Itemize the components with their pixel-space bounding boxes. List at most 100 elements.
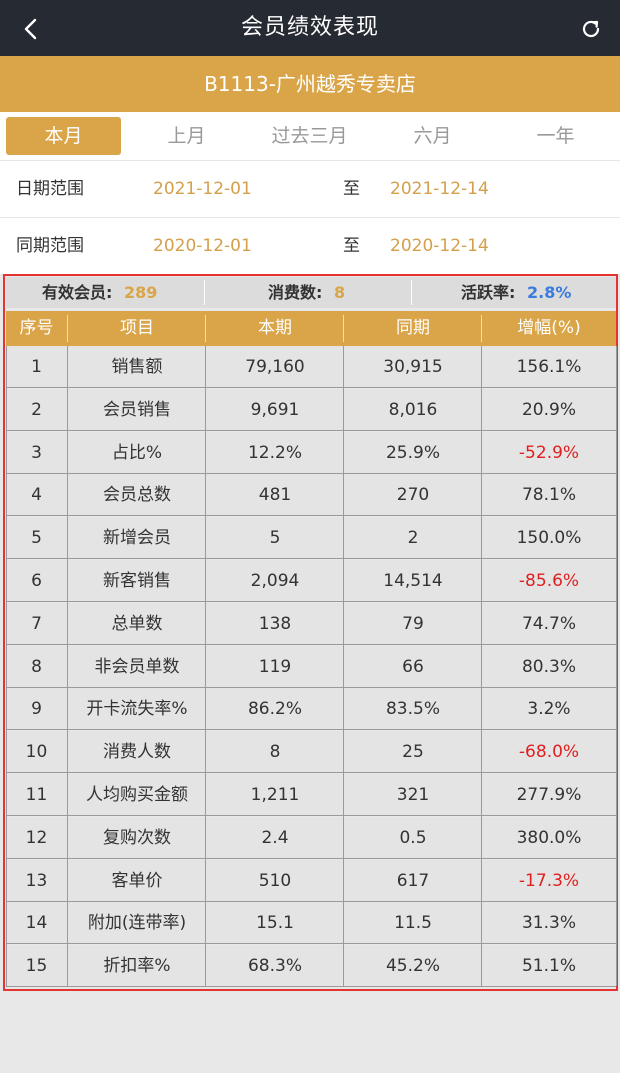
cell-item: 新增会员 xyxy=(103,528,171,549)
valid-members-label: 有效会员: xyxy=(42,283,113,302)
cell-growth: 277.9% xyxy=(516,785,582,805)
summary-divider xyxy=(411,280,412,305)
header-divider xyxy=(481,315,482,342)
cell-prior: 270 xyxy=(396,485,430,506)
cell-growth: 3.2% xyxy=(527,699,571,720)
cell-current: 119 xyxy=(258,656,292,677)
cell-no: 15 xyxy=(25,956,48,977)
cell-prior: 45.2% xyxy=(385,956,440,977)
cell-no: 10 xyxy=(25,742,48,763)
store-name: B1113-广州越秀专卖店 xyxy=(204,72,416,96)
cell-item: 人均购买金额 xyxy=(86,785,188,805)
cell-prior: 2 xyxy=(407,528,419,549)
same-period-start[interactable]: 2020-12-01 xyxy=(153,236,252,256)
date-range-row: 日期范围 2021-12-01 至 2021-12-14 xyxy=(0,161,620,217)
table-row: 9 开卡流失率% 86.2% 83.5% 3.2% xyxy=(6,688,616,731)
period-tabs: 本月 上月 过去三月 六月 一年 xyxy=(0,112,620,160)
cell-growth: 80.3% xyxy=(521,656,576,677)
table-row: 7 总单数 138 79 74.7% xyxy=(6,602,616,645)
same-period-label: 同期范围 xyxy=(16,236,84,256)
header-item: 项目 xyxy=(120,318,154,338)
cell-no: 2 xyxy=(31,399,42,420)
page-title: 会员绩效表现 xyxy=(240,15,379,40)
tab-six-months[interactable]: 六月 xyxy=(413,125,452,147)
cell-item: 消费人数 xyxy=(103,742,171,763)
cell-current: 8 xyxy=(269,742,281,763)
cell-prior: 14,514 xyxy=(383,571,443,591)
cell-current: 510 xyxy=(258,870,292,891)
cell-current: 79,160 xyxy=(245,357,305,377)
back-button[interactable] xyxy=(14,12,48,46)
tab-one-year[interactable]: 一年 xyxy=(536,125,575,147)
header-divider xyxy=(205,315,206,342)
date-range-to: 至 xyxy=(343,179,360,199)
cell-current: 12.2% xyxy=(247,442,302,463)
cell-item: 会员总数 xyxy=(103,485,171,506)
date-range-end[interactable]: 2021-12-14 xyxy=(390,179,489,199)
grid-line xyxy=(67,346,68,986)
tab-past-three-months[interactable]: 过去三月 xyxy=(271,125,348,147)
grid-line xyxy=(343,346,344,986)
table-row: 6 新客销售 2,094 14,514 -85.6% xyxy=(6,560,616,602)
cell-prior: 83.5% xyxy=(385,699,440,720)
cell-growth: 51.1% xyxy=(521,956,576,977)
cell-current: 1,211 xyxy=(250,785,300,805)
cell-growth: 156.1% xyxy=(516,357,582,377)
refresh-icon xyxy=(582,20,600,38)
cell-growth: -68.0% xyxy=(518,742,580,763)
cell-prior: 66 xyxy=(402,656,424,677)
cell-current: 68.3% xyxy=(247,956,302,977)
header-growth: 增幅(%) xyxy=(517,318,581,338)
cell-prior: 25.9% xyxy=(385,442,440,463)
cell-no: 1 xyxy=(31,357,42,377)
cell-current: 481 xyxy=(258,485,292,506)
cell-prior: 617 xyxy=(396,870,430,891)
cell-no: 12 xyxy=(25,827,48,848)
divider xyxy=(0,217,620,218)
cell-current: 5 xyxy=(269,528,281,549)
cell-current: 9,691 xyxy=(250,399,300,420)
cell-growth: -85.6% xyxy=(518,571,580,591)
grid-line xyxy=(481,346,482,986)
header-divider xyxy=(343,315,344,342)
cell-prior: 30,915 xyxy=(383,357,443,377)
cell-no: 4 xyxy=(31,485,42,506)
cell-prior: 79 xyxy=(402,613,424,634)
tab-last-month[interactable]: 上月 xyxy=(167,125,206,147)
cell-no: 7 xyxy=(31,613,42,634)
chevron-left-icon xyxy=(24,18,37,40)
cell-growth: 78.1% xyxy=(521,485,576,506)
cell-growth: 74.7% xyxy=(521,613,576,634)
cell-item: 占比% xyxy=(111,442,163,463)
table-row: 5 新增会员 5 2 150.0% xyxy=(6,517,616,560)
header-no: 序号 xyxy=(19,318,54,338)
header-current: 本期 xyxy=(258,318,292,338)
cell-no: 3 xyxy=(31,442,42,463)
cell-growth: -17.3% xyxy=(518,870,580,891)
nav-bar: 会员绩效表现 xyxy=(0,0,620,56)
grid-line xyxy=(6,346,7,986)
cell-current: 138 xyxy=(258,613,292,634)
date-range-start[interactable]: 2021-12-01 xyxy=(153,179,252,199)
table-row: 2 会员销售 9,691 8,016 20.9% xyxy=(6,388,616,431)
table-row: 14 附加(连带率) 15.1 11.5 31.3% xyxy=(6,902,616,945)
cell-current: 15.1 xyxy=(256,913,294,934)
header-divider xyxy=(67,315,68,342)
consumers-value: 8 xyxy=(333,283,346,302)
highlight-frame xyxy=(3,274,618,991)
table-row: 15 折扣率% 68.3% 45.2% 51.1% xyxy=(6,945,616,988)
table-row: 10 消费人数 8 25 -68.0% xyxy=(6,731,616,774)
consumers-label: 消费数: xyxy=(268,283,323,302)
date-range-label: 日期范围 xyxy=(16,179,84,199)
refresh-button[interactable] xyxy=(574,12,608,46)
same-period-end[interactable]: 2020-12-14 xyxy=(390,236,489,256)
grid-line xyxy=(616,346,617,986)
cell-prior: 25 xyxy=(402,742,424,763)
header-prior: 同期 xyxy=(396,318,430,338)
cell-item: 折扣率% xyxy=(103,956,171,977)
cell-no: 9 xyxy=(31,699,42,720)
cell-prior: 11.5 xyxy=(394,913,432,934)
tab-this-month[interactable]: 本月 xyxy=(6,117,121,155)
summary-divider xyxy=(204,280,205,305)
cell-no: 14 xyxy=(25,913,48,934)
